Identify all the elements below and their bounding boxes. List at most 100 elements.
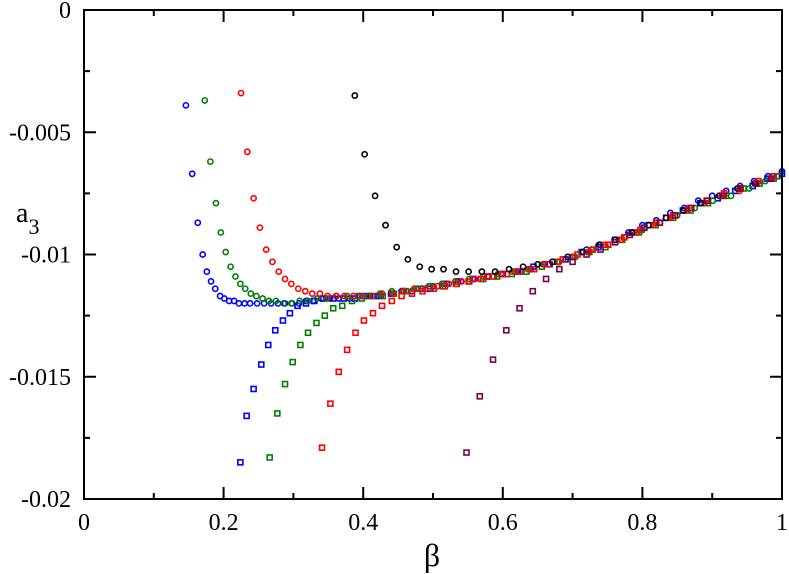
data-point-circle <box>294 285 302 293</box>
data-point-square <box>335 368 343 376</box>
data-point-circle <box>227 263 234 271</box>
data-point-circle <box>237 89 245 97</box>
data-point-square <box>736 185 744 192</box>
data-point-circle <box>505 265 513 273</box>
y-tick-label: -0.02 <box>21 487 71 513</box>
data-point-square <box>626 231 634 239</box>
data-point-circle <box>247 290 255 298</box>
data-point-square <box>271 326 279 334</box>
data-point-circle <box>217 229 225 236</box>
data-point-circle <box>188 170 196 178</box>
series-5 <box>318 172 777 451</box>
data-point-square <box>281 380 289 388</box>
data-point-circle <box>313 295 321 302</box>
data-point-square <box>329 304 337 312</box>
data-point-square <box>321 312 329 319</box>
data-point-circle <box>250 194 258 202</box>
data-point-circle <box>745 185 753 192</box>
data-point-square <box>516 268 524 275</box>
data-point-circle <box>371 192 379 200</box>
data-point-square <box>398 292 405 300</box>
data-point-square <box>569 258 576 266</box>
data-point-square <box>597 246 604 253</box>
data-point-circle <box>207 277 215 285</box>
x-tick-label: 1 <box>776 510 788 536</box>
data-point-circle <box>222 248 230 256</box>
data-point-square <box>465 278 472 285</box>
data-point-square <box>453 280 461 288</box>
data-point-circle <box>259 295 267 302</box>
plot-frame <box>83 9 783 500</box>
data-point-square <box>369 309 377 317</box>
data-point-circle <box>478 268 486 276</box>
data-point-circle <box>301 287 309 295</box>
data-point-circle <box>332 292 340 300</box>
y-tick-label: -0.015 <box>9 365 71 391</box>
data-point-circle <box>280 299 288 307</box>
data-point-circle <box>343 292 351 300</box>
data-point-square <box>257 361 265 368</box>
data-point-circle <box>275 268 283 276</box>
x-tick-label: 0.6 <box>488 510 518 536</box>
data-point-circle <box>416 263 424 271</box>
data-point-square <box>318 444 326 451</box>
data-point-square <box>583 251 590 258</box>
data-point-circle <box>382 221 389 229</box>
data-point-circle <box>235 299 243 307</box>
data-point-circle <box>287 299 295 307</box>
data-point-square <box>304 329 312 337</box>
data-point-square <box>476 393 484 400</box>
data-point-square <box>656 219 664 227</box>
data-point-circle <box>182 101 190 109</box>
data-point-square <box>641 224 648 231</box>
data-point-circle <box>548 258 556 266</box>
data-point-square <box>687 204 695 212</box>
x-tick-label: 0.8 <box>627 510 657 536</box>
data-point-circle <box>308 290 316 298</box>
data-point-square <box>516 304 523 312</box>
data-point-square <box>352 329 359 337</box>
data-point-square <box>343 346 351 354</box>
y-tick-label: -0.005 <box>9 120 71 146</box>
data-point-circle <box>243 148 251 156</box>
axis-tick-labels: 0 0.2 0.4 0.6 0.8 1 0 -0.005 -0.01 -0.015 -0.02 <box>9 0 788 536</box>
data-point-square <box>430 285 437 293</box>
data-point-circle <box>246 299 254 307</box>
data-point-circle <box>287 280 295 288</box>
data-point-circle <box>404 255 412 263</box>
data-point-circle <box>340 292 348 300</box>
data-point-circle <box>211 285 219 293</box>
data-point-circle <box>206 158 214 165</box>
data-point-circle <box>470 275 478 283</box>
data-point-circle <box>316 290 324 298</box>
data-point-circle <box>365 292 373 300</box>
data-point-circle <box>361 150 368 158</box>
data-point-circle <box>697 199 705 207</box>
data-point-circle <box>497 270 505 278</box>
data-point-square <box>237 459 244 466</box>
series-7 <box>463 175 775 456</box>
data-point-circle <box>232 273 239 280</box>
data-point-square <box>243 412 250 420</box>
data-point-square <box>704 197 711 205</box>
data-point-circle <box>253 299 261 307</box>
data-point-square <box>589 246 597 253</box>
data-point-circle <box>662 214 670 222</box>
data-point-square <box>529 287 537 295</box>
data-point-circle <box>359 292 366 300</box>
data-point-circle <box>534 260 542 268</box>
data-point-square <box>266 454 273 461</box>
data-point-circle <box>194 219 202 227</box>
data-point-circle <box>272 297 280 305</box>
y-tick-label: -0.01 <box>21 243 71 269</box>
data-point-square <box>574 251 581 258</box>
data-point-circle <box>253 292 260 300</box>
y-axis-title: a3 <box>16 198 39 239</box>
data-point-square <box>388 297 396 305</box>
data-point-square <box>720 192 727 200</box>
data-point-square <box>338 302 346 310</box>
data-point-circle <box>256 224 264 232</box>
data-point-square <box>274 410 281 417</box>
data-point-square <box>327 400 334 407</box>
